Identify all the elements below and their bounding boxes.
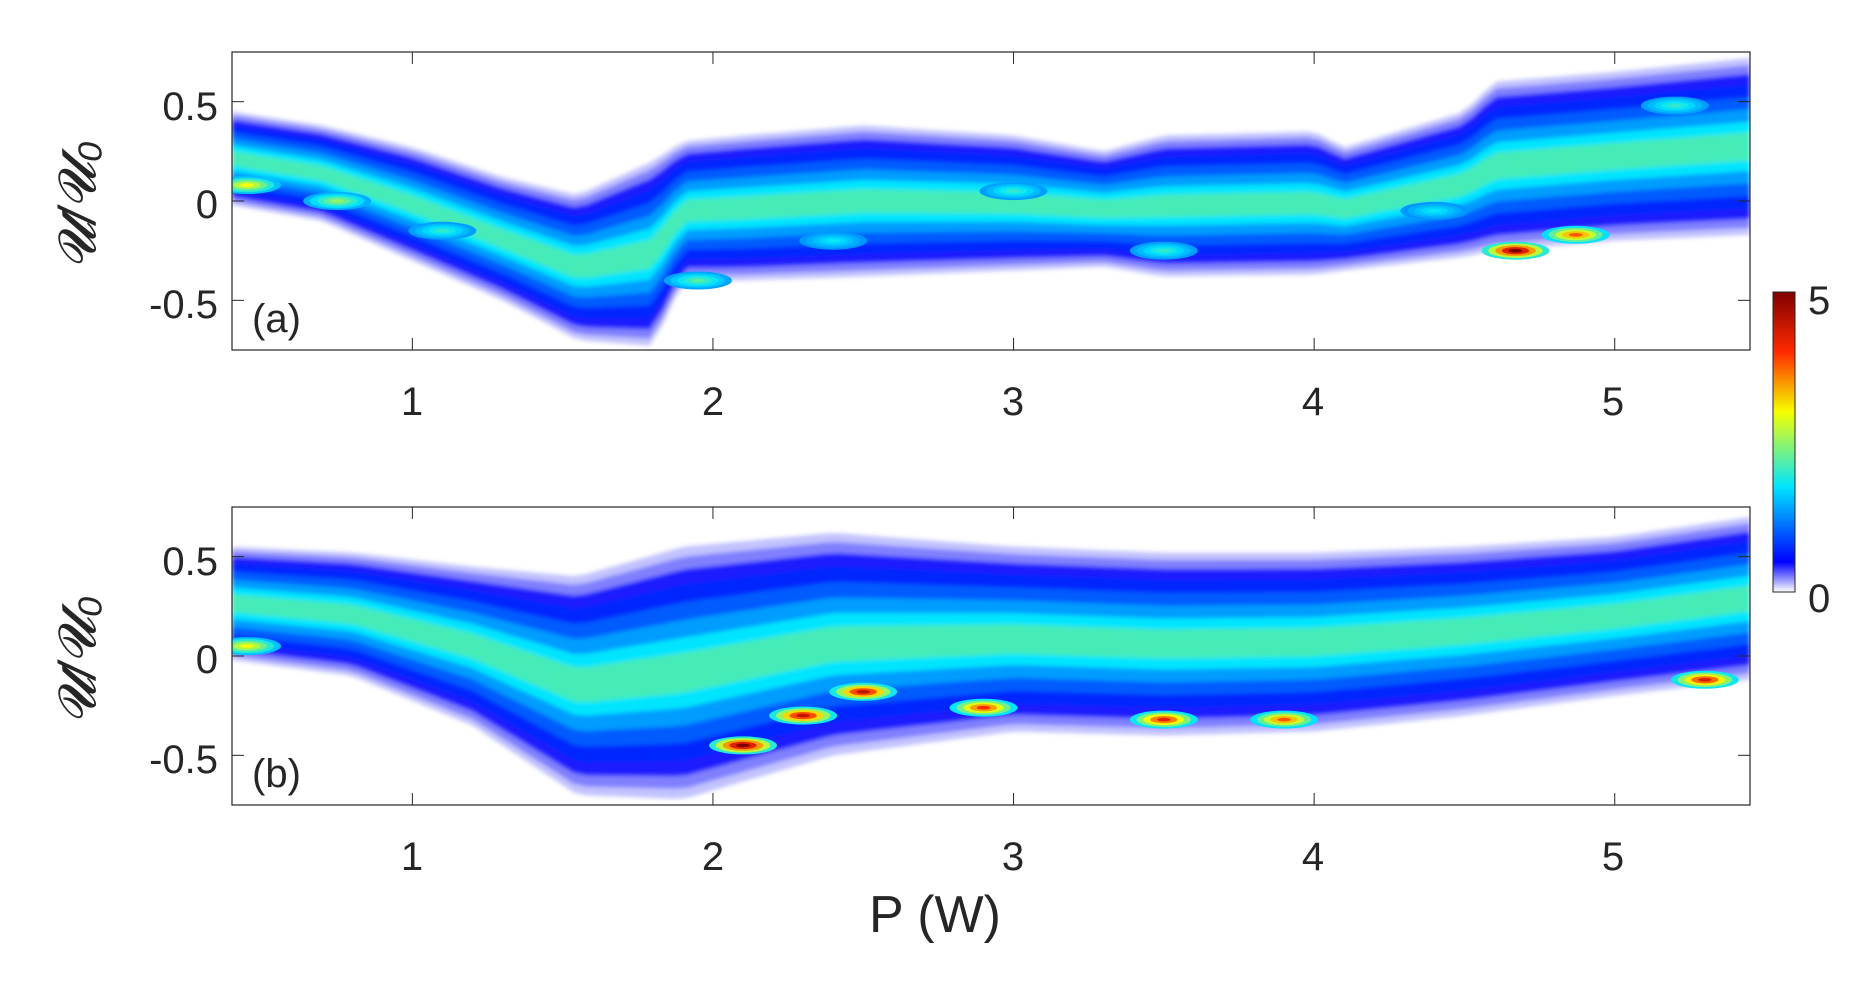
colorbar-max-label: 5 [1808,279,1830,323]
xtick-label: 3 [1002,380,1024,424]
colorbar: 5 0 [1772,279,1830,621]
heatmap-hotspot [796,713,810,718]
heatmap-hotspot [330,199,345,203]
xtick-label: 1 [401,380,423,424]
heatmap-hotspot [1006,189,1021,193]
tick-marks-b [232,507,1750,805]
xtick-label: 2 [702,380,724,424]
heatmap-hotspots-a [232,96,1709,290]
ytick-label: -0.5 [149,738,218,782]
ytick-label: -0.5 [149,283,218,327]
heatmap-hotspot [1277,717,1291,722]
heatmap-hotspot [240,183,254,187]
y-axis-label-b: 𝓤/𝓤₀ [49,596,107,725]
xtick-label: 4 [1302,380,1324,424]
heatmap-hotspot [1157,717,1171,722]
envelope-band [232,132,1750,278]
y-axis-label-a: 𝓤/𝓤₀ [49,141,107,270]
heatmap-envelope-b [232,516,1750,799]
heatmap-hotspot [1668,103,1682,108]
tick-marks-a [232,52,1750,350]
heatmap-hotspots-b [232,637,1739,755]
xtick-label: 5 [1602,380,1624,424]
ytick-labels-b: 0.5 0 -0.5 [149,540,218,782]
ytick-label: 0.5 [162,85,218,129]
envelope-band [232,585,1750,703]
xtick-label: 5 [1602,835,1624,879]
ytick-label: 0 [196,183,218,227]
heatmap-hotspot [826,238,840,243]
ytick-label: 0.5 [162,540,218,584]
heatmap-hotspot [976,705,991,710]
heatmap-hotspot [1568,233,1583,237]
panel-a: 1 2 3 4 5 0.5 0 -0.5 (a) 𝓤/𝓤₀ [49,51,1751,424]
x-axis-label: P (W) [869,886,1001,944]
ytick-labels-a: 0.5 0 -0.5 [149,85,218,327]
colorbar-min-label: 0 [1808,577,1830,621]
xtick-label: 4 [1302,835,1324,879]
panel-label-a: (a) [252,297,301,341]
colorbar-gradient [1772,291,1796,593]
heatmap-hotspot [1508,248,1523,253]
heatmap-hotspot [1157,248,1171,253]
heatmap-envelope-a [232,58,1750,346]
panel-b: 1 2 3 4 5 0.5 0 -0.5 (b) 𝓤/𝓤₀ [49,506,1751,879]
heatmap-hotspot [435,229,450,233]
xtick-label: 2 [702,835,724,879]
xtick-labels-b: 1 2 3 4 5 [401,835,1624,879]
heatmap-hotspot [691,278,705,283]
heatmap-hotspot [240,644,254,648]
xtick-labels-a: 1 2 3 4 5 [401,380,1624,424]
panel-label-b: (b) [252,752,301,796]
heatmap-hotspot [736,743,750,748]
heatmap-hotspot [856,690,870,694]
ytick-label: 0 [196,638,218,682]
xtick-label: 3 [1002,835,1024,879]
heatmap-hotspot [1698,678,1712,682]
heatmap-hotspot [1427,209,1442,213]
xtick-label: 1 [401,835,423,879]
